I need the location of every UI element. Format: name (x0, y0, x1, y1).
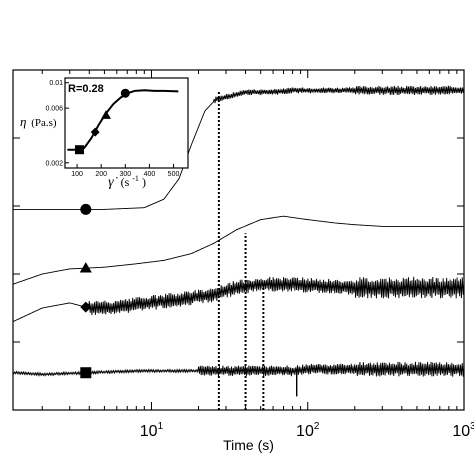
x-tick-label: 102 (296, 421, 320, 440)
square-marker (80, 367, 92, 379)
inset-points (74, 88, 130, 155)
main-x-tick-labels: 101 102 103 (140, 421, 474, 440)
inset-y-tick-label: 0.006 (45, 106, 63, 113)
x-tick-base: 10 (452, 423, 470, 440)
circle-marker (80, 203, 92, 215)
x-tick-label: 101 (140, 421, 164, 440)
main-plot-frame (12, 69, 465, 411)
main-vertical-dotted-lines (217, 90, 265, 410)
x-tick-exp: 3 (470, 421, 474, 432)
inset-x-unit: (s (121, 175, 130, 189)
inset-y-tick-label: 0.01 (49, 80, 63, 87)
x-tick-exp: 1 (158, 421, 164, 432)
inset-square-point (74, 145, 84, 155)
main-series-markers (79, 203, 92, 379)
inset-axis-ticks (65, 82, 175, 168)
inset-circle-point (120, 88, 130, 98)
inset-y-tick-label: 0.002 (45, 160, 63, 167)
inset-x-symbol: γ̇ (108, 175, 118, 190)
main-axis-ticks (13, 69, 465, 411)
inset-x-tick-label: 200 (95, 171, 107, 178)
inset-triangle-point (101, 110, 111, 119)
inset-x-tick-label: 300 (119, 171, 131, 178)
inset-y-axis-label: η (Pa.s) (20, 114, 57, 129)
inset-x-tick-label: 500 (168, 171, 180, 178)
inset-diamond-point (90, 127, 100, 137)
x-tick-base: 10 (140, 423, 158, 440)
series-line (12, 215, 464, 285)
x-tick-label: 103 (452, 421, 474, 440)
diamond-marker (80, 301, 92, 313)
triangle-marker (79, 262, 92, 273)
inset-annotation: R=0.28 (68, 83, 104, 95)
inset-x-tick-label: 100 (71, 171, 83, 178)
inset-x-tick-label: 400 (144, 171, 156, 178)
inset-y-tick-labels: 0.002 0.006 0.01 (45, 80, 63, 167)
inset-x-tick-labels: 100 200 300 400 500 (71, 171, 179, 178)
series-line (12, 276, 465, 323)
x-tick-base: 10 (296, 423, 314, 440)
inset-y-unit: (Pa.s) (31, 117, 57, 129)
inset-x-axis-label: γ̇ (s -1 ) (108, 170, 146, 190)
inset-y-symbol: η (20, 114, 26, 129)
inset-chart: 100 200 300 400 500 0.002 0.006 0.01 R=0.28 η … (20, 77, 189, 190)
x-tick-exp: 2 (314, 421, 320, 432)
inset-x-unit-sup: -1 (132, 174, 139, 183)
inset-series-line (67, 89, 179, 151)
main-x-axis-label: Time (s) (223, 437, 274, 453)
inset-x-unit-close: ) (142, 175, 146, 189)
